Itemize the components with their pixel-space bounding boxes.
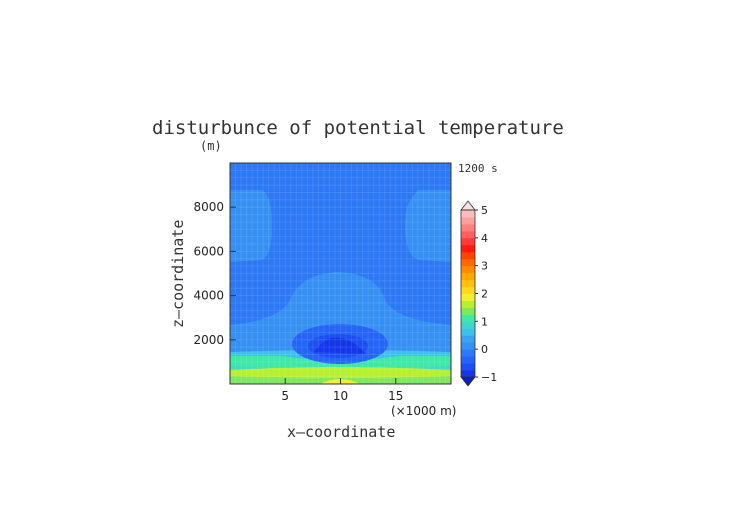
colorbar-bin bbox=[461, 251, 475, 260]
colorbar-bin bbox=[461, 335, 475, 343]
z-unit-label: (m) bbox=[200, 139, 222, 153]
colorbar-bin bbox=[461, 356, 475, 364]
y-axis: 2000 4000 6000 8000 bbox=[193, 200, 236, 347]
colorbar-bin bbox=[461, 342, 475, 350]
colorbar-tick-label: 1 bbox=[481, 315, 488, 328]
colorbar-tick-label: −1 bbox=[481, 371, 497, 384]
colorbar-bin bbox=[461, 279, 475, 288]
y-axis-title: z—coordinate bbox=[169, 220, 187, 328]
colorbar: −1 0 1 2 3 4 5 bbox=[460, 200, 497, 387]
time-label: 1200 s bbox=[458, 162, 498, 175]
colorbar-tick-label: 0 bbox=[481, 343, 488, 356]
x-tick-label: 5 bbox=[281, 389, 289, 403]
colorbar-min-arrow bbox=[460, 376, 476, 387]
colorbar-bin bbox=[461, 244, 475, 253]
colorbar-bin bbox=[461, 237, 475, 246]
colorbar-tick-label: 4 bbox=[481, 232, 488, 245]
colorbar-bin bbox=[461, 272, 475, 281]
chart-title: disturbunce of potential temperature bbox=[152, 117, 564, 139]
colorbar-bin bbox=[461, 370, 475, 378]
x-unit-label: (×1000 m) bbox=[391, 404, 456, 418]
colorbar-bin bbox=[461, 328, 475, 336]
colorbar-bin bbox=[461, 293, 475, 301]
colorbar-bin bbox=[461, 258, 475, 267]
colorbar-bin bbox=[461, 349, 475, 357]
x-tick-label: 15 bbox=[388, 389, 403, 403]
colorbar-bin bbox=[461, 216, 475, 225]
colorbar-bin bbox=[461, 321, 475, 329]
colorbar-bin bbox=[461, 314, 475, 322]
colorbar-bin bbox=[461, 223, 475, 232]
colorbar-tick-label: 2 bbox=[481, 288, 488, 301]
plot-area bbox=[230, 163, 451, 384]
y-tick-label: 8000 bbox=[193, 200, 224, 214]
colorbar-tick-label: 5 bbox=[481, 204, 488, 217]
colorbar-bin bbox=[461, 286, 475, 294]
level-upper-right-lobe bbox=[405, 190, 451, 262]
colorbar-bin bbox=[461, 307, 475, 315]
y-tick-label: 6000 bbox=[193, 244, 224, 258]
y-tick-label: 2000 bbox=[193, 333, 224, 347]
level-upper-left-lobe bbox=[230, 190, 272, 262]
colorbar-bin bbox=[461, 210, 475, 218]
level-neg-core bbox=[314, 337, 366, 354]
colorbar-bin bbox=[461, 265, 475, 274]
colorbar-max-arrow bbox=[460, 200, 476, 211]
colorbar-bin bbox=[461, 300, 475, 308]
colorbar-bin bbox=[461, 363, 475, 371]
colorbar-bin bbox=[461, 230, 475, 239]
grid-lines bbox=[230, 163, 451, 384]
x-axis: 5 10 15 bbox=[281, 378, 403, 403]
x-tick-label: 10 bbox=[333, 389, 348, 403]
y-tick-label: 4000 bbox=[193, 289, 224, 303]
x-axis-title: x—coordinate bbox=[287, 423, 395, 441]
colorbar-tick-label: 3 bbox=[481, 260, 488, 273]
